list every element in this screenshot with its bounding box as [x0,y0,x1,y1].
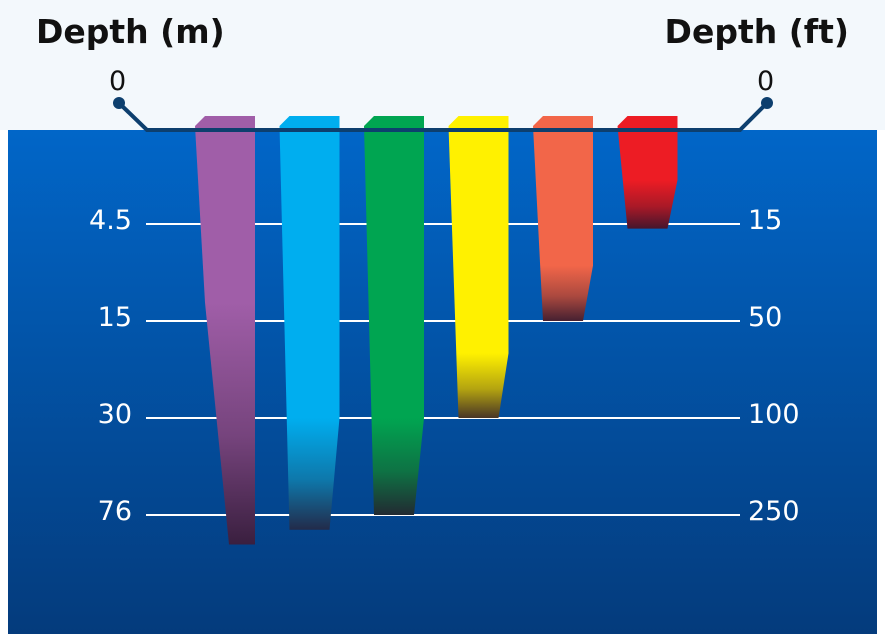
depth-label-feet-250: 250 [748,496,800,527]
light-band-red [617,116,678,229]
light-band-yellow [448,116,509,418]
depth-label-feet-100: 100 [748,399,800,430]
feet-axis-title: Depth (ft) [664,12,849,51]
light-band-blue [279,116,340,530]
surface-label-metres: 0 [109,66,127,97]
surface-label-feet: 0 [757,66,775,97]
depth-label-metres-76: 76 [97,496,132,527]
depth-label-metres-15: 15 [97,302,132,333]
surface-marker-right [761,97,773,109]
depth-label-feet-50: 50 [748,302,783,333]
light-band-green [364,116,424,515]
metres-axis-title: Depth (m) [36,12,225,51]
surface-marker-left [113,97,125,109]
depth-label-feet-15: 15 [748,205,783,236]
light-bands [195,116,678,545]
light-band-orange [533,116,593,321]
sky-background [0,0,885,130]
depth-label-metres-30: 30 [97,399,132,430]
surface-line [113,97,773,132]
light-band-violet [195,116,255,545]
water-body [8,130,877,634]
water-surface-line [117,101,769,132]
depth-label-metres-4-5: 4.5 [89,205,132,236]
